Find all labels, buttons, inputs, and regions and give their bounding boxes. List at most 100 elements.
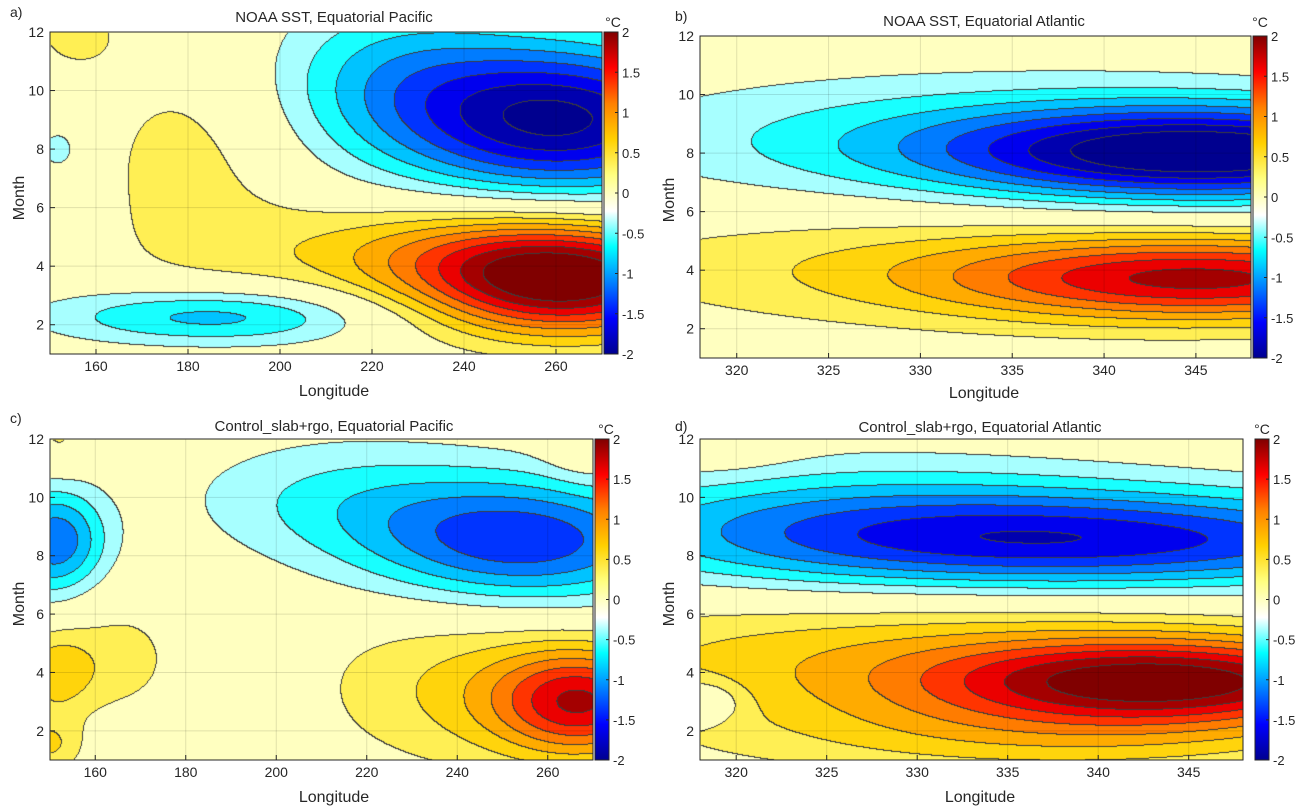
panel-b-ytick-label-0: 2: [686, 321, 694, 337]
panel-c-xtick-label-1: 180: [174, 764, 198, 780]
panel-b-colorbar-label-1: -1.5: [1271, 311, 1293, 326]
panel-a-axes-frame: [49, 31, 603, 355]
panel-c-colorbar-label-3: -0.5: [613, 633, 635, 648]
panel-b-xlabel: Longitude: [949, 385, 1019, 402]
panel-c-xtick-label-5: 260: [536, 764, 560, 780]
panel-b-label: b): [675, 8, 687, 24]
panel-b-ytick-label-2: 6: [686, 204, 694, 220]
panel-c-xlabel: Longitude: [299, 789, 369, 806]
panel-d-ytick-label-0: 2: [686, 723, 694, 739]
panel-c-ylabel: Month: [11, 582, 28, 626]
panel-b-ytick-label-5: 12: [678, 28, 694, 44]
panel-b-colorbar-unit: °C: [1252, 14, 1268, 30]
panel-d-xtick-label-5: 345: [1177, 764, 1201, 780]
panel-a-colorbar-label-6: 1: [622, 106, 629, 121]
panel-a-label: a): [10, 4, 22, 20]
panel-d-field: [700, 439, 1243, 760]
panel-c-ytick-label-2: 6: [36, 606, 44, 622]
panel-a-title: NOAA SST, Equatorial Pacific: [235, 9, 433, 26]
panel-a-xtick-label-1: 180: [176, 358, 200, 374]
panel-c-field: [50, 439, 593, 760]
panel-b-xtick-label-3: 335: [1001, 362, 1025, 378]
panel-a-ytick-label-4: 10: [28, 83, 44, 99]
panel-c-label: c): [10, 410, 22, 426]
panel-a: a) NOAA SST, Equatorial Pacific 160 180 20…: [10, 4, 644, 400]
panel-c-ytick-label-5: 12: [28, 431, 44, 447]
panel-b-xtick-label-0: 320: [725, 362, 749, 378]
panel-b-ytick-label-1: 4: [686, 262, 694, 278]
panel-b-ylabel: Month: [661, 178, 678, 222]
panel-c-axes-frame: [49, 438, 594, 761]
panel-c-colorbar-label-7: 1.5: [613, 472, 631, 487]
panel-b-colorbar-label-7: 1.5: [1271, 69, 1289, 84]
panel-d-ytick-label-2: 6: [686, 606, 694, 622]
panel-d-xtick-label-0: 320: [725, 764, 749, 780]
panel-d-colorbar-label-1: -1.5: [1273, 713, 1295, 728]
panel-c-xtick-label-0: 160: [84, 764, 108, 780]
panel-a-colorbar-unit: °C: [605, 14, 621, 30]
panel-d-title: Control_slab+rgo, Equatorial Atlantic: [858, 419, 1102, 436]
panel-d-colorbar-label-4: 0: [1273, 593, 1280, 608]
panel-a-colorbar-label-2: -1: [622, 267, 634, 282]
panel-a-colorbar-label-7: 1.5: [622, 65, 640, 80]
panel-b-colorbar-label-4: 0: [1271, 190, 1278, 205]
panel-a-ytick-label-5: 12: [28, 24, 44, 40]
panel-d-ylabel: Month: [661, 582, 678, 626]
panel-d-ytick-label-5: 12: [678, 431, 694, 447]
panel-c: c) Control_slab+rgo, Equatorial Pacific …: [10, 410, 635, 806]
panel-a-xtick-label-3: 220: [360, 358, 384, 374]
panel-a-xtick-label-5: 260: [544, 358, 568, 374]
panel-a-xtick-label-4: 240: [452, 358, 476, 374]
panel-d-axes-frame: [699, 438, 1244, 761]
panel-d-colorbar-label-5: 0.5: [1273, 552, 1291, 567]
panel-b-ytick-label-4: 10: [678, 87, 694, 103]
panel-b-field: [700, 36, 1251, 358]
panel-c-colorbar-label-2: -1: [613, 673, 625, 688]
panel-d-xtick-label-1: 325: [815, 764, 839, 780]
panel-a-ytick-label-1: 4: [36, 258, 44, 274]
panel-b-xtick-label-2: 330: [909, 362, 933, 378]
panel-c-colorbar-label-1: -1.5: [613, 713, 635, 728]
panel-d-colorbar-unit: °C: [1254, 421, 1270, 437]
panel-b: b) NOAA SST, Equatorial Atlantic 320 325 3…: [661, 8, 1293, 402]
panel-a-field: [50, 32, 602, 354]
panel-d: d) Control_slab+rgo, Equatorial Atlantic…: [661, 418, 1295, 806]
panel-c-ytick-label-3: 8: [36, 548, 44, 564]
panel-c-title: Control_slab+rgo, Equatorial Pacific: [215, 418, 454, 435]
panel-c-ytick-label-4: 10: [28, 489, 44, 505]
panel-d-xtick-label-2: 330: [906, 764, 930, 780]
panel-d-ytick-label-4: 10: [678, 489, 694, 505]
panel-b-colorbar-label-0: -2: [1271, 351, 1283, 366]
panel-c-colorbar-label-4: 0: [613, 593, 620, 608]
panel-c-plot: 160 180 200 220 240 26024681012-2-1.5-1-0.500…: [28, 431, 635, 780]
panel-c-colorbar-label-5: 0.5: [613, 552, 631, 567]
panel-b-colorbar-label-5: 0.5: [1271, 150, 1289, 165]
panel-b-xtick-label-5: 345: [1184, 362, 1208, 378]
panel-d-xtick-label-4: 340: [1087, 764, 1111, 780]
panel-a-colorbar-label-4: 0: [622, 186, 629, 201]
panel-d-colorbar-label-2: -1: [1273, 673, 1285, 688]
panel-a-xtick-label-0: 160: [84, 358, 108, 374]
panel-a-xtick-label-2: 200: [268, 358, 292, 374]
panel-a-xlabel: Longitude: [299, 383, 369, 400]
panel-c-colorbar-label-8: 2: [613, 432, 620, 447]
panel-b-plot: 320 325 330 335 340 34524681012-2-1.5-1-0.500…: [678, 28, 1293, 378]
panel-a-plot: 160 180 200 220 240 26024681012-2-1.5-1-0.500…: [28, 24, 644, 374]
panel-d-label: d): [675, 418, 687, 434]
panel-b-axes-frame: [699, 35, 1252, 359]
panel-a-ylabel: Month: [11, 176, 28, 220]
panel-a-colorbar-label-1: -1.5: [622, 307, 644, 322]
panel-c-xtick-label-4: 240: [446, 764, 470, 780]
panel-d-colorbar-label-7: 1.5: [1273, 472, 1291, 487]
panel-c-colorbar-label-0: -2: [613, 753, 625, 768]
panel-d-colorbar-label-3: -0.5: [1273, 633, 1295, 648]
panel-c-colorbar-unit: °C: [598, 421, 614, 437]
panel-b-title: NOAA SST, Equatorial Atlantic: [883, 13, 1085, 30]
panel-b-xtick-label-4: 340: [1092, 362, 1116, 378]
panel-d-colorbar-label-0: -2: [1273, 753, 1285, 768]
panel-a-colorbar-label-3: -0.5: [622, 226, 644, 241]
panel-c-colorbar-label-6: 1: [613, 512, 620, 527]
panel-c-xtick-label-3: 220: [355, 764, 379, 780]
panel-d-xlabel: Longitude: [945, 789, 1015, 806]
